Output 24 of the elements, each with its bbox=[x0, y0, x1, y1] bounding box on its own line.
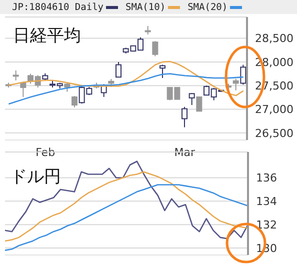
candlestick bbox=[160, 64, 166, 79]
text: 日経平均 bbox=[13, 25, 81, 47]
candlestick bbox=[152, 40, 158, 57]
y-tick-label: 134 bbox=[256, 195, 277, 208]
candlestick bbox=[72, 96, 78, 108]
y-tick-label: 26,500 bbox=[255, 126, 294, 140]
candlestick bbox=[12, 70, 19, 81]
y-tick-label: 28,500 bbox=[255, 32, 294, 46]
candlestick bbox=[240, 64, 246, 86]
legend-label: SMA(10) bbox=[126, 2, 166, 12]
line-series bbox=[4, 184, 249, 251]
text: ドル円 bbox=[10, 166, 61, 188]
y-tick-label: 27,000 bbox=[255, 103, 294, 116]
candlestick bbox=[196, 96, 202, 112]
candlestick bbox=[116, 61, 122, 78]
y-tick-label: 136 bbox=[256, 172, 277, 185]
legend-label: JP:1804610 Daily bbox=[12, 2, 104, 12]
line-series bbox=[8, 60, 244, 96]
candlestick bbox=[188, 92, 195, 106]
y-tick-label: 132 bbox=[256, 218, 277, 232]
line-series bbox=[4, 160, 249, 240]
legend-label: SMA(20) bbox=[188, 2, 228, 12]
candlestick bbox=[182, 106, 188, 128]
candlestick bbox=[232, 78, 239, 91]
